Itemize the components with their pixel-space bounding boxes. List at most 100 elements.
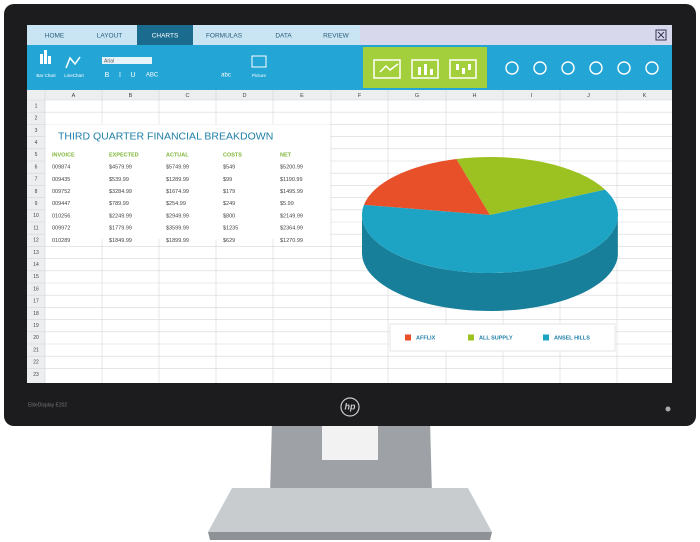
legend-label: ANSEL HILLS — [554, 335, 590, 341]
toolbar-label[interactable]: Arial — [104, 58, 114, 64]
row-header[interactable]: 4 — [35, 140, 38, 146]
column-header[interactable]: F — [358, 93, 362, 99]
table-cell: $179 — [223, 189, 235, 195]
toolbar-icon[interactable] — [533, 61, 547, 75]
row-header[interactable]: 5 — [35, 152, 38, 158]
column-header[interactable]: E — [300, 93, 304, 99]
toolbar-label[interactable]: B — [105, 72, 110, 79]
power-button[interactable] — [665, 406, 671, 412]
row-header[interactable]: 23 — [33, 372, 39, 378]
table-cell: $1289.99 — [166, 177, 189, 183]
table-cell: $539.99 — [109, 177, 129, 183]
row-header[interactable]: 20 — [33, 335, 39, 341]
column-header[interactable]: B — [129, 93, 133, 99]
chart-button[interactable] — [373, 59, 401, 79]
table-cell: $5.99 — [280, 201, 294, 207]
table-cell: $5749.99 — [166, 165, 189, 171]
chart-button-icon — [424, 64, 427, 75]
row-header[interactable]: 15 — [33, 274, 39, 280]
tab[interactable]: FORMULAS — [206, 33, 243, 40]
toolbar-label[interactable]: U — [130, 72, 135, 79]
toolbar-icon[interactable] — [589, 61, 603, 75]
tab[interactable]: DATA — [275, 33, 292, 40]
row-header[interactable]: 10 — [33, 213, 39, 219]
table-cell: 009874 — [52, 165, 70, 171]
table-cell: $254.99 — [166, 201, 186, 207]
toolbar-label[interactable]: I — [119, 72, 121, 79]
table-header: COSTS — [223, 152, 242, 158]
row-header[interactable]: 11 — [33, 225, 38, 231]
row-header[interactable]: 8 — [35, 189, 38, 195]
column-header[interactable]: C — [186, 93, 190, 99]
toolbar-label[interactable]: Bar Chart — [36, 73, 56, 78]
toolbar-icon[interactable] — [645, 61, 659, 75]
row-header[interactable]: 13 — [33, 250, 39, 256]
sheet-title: THIRD QUARTER FINANCIAL BREAKDOWN — [58, 130, 273, 142]
row-header[interactable]: 9 — [35, 201, 38, 207]
column-header[interactable]: D — [243, 93, 247, 99]
row-header[interactable]: 18 — [33, 311, 39, 317]
tab[interactable]: LAYOUT — [97, 33, 123, 40]
column-header[interactable]: I — [531, 93, 533, 99]
row-header[interactable]: 16 — [33, 286, 39, 292]
table-cell: $2364.99 — [280, 226, 303, 232]
column-header[interactable]: A — [72, 93, 76, 99]
toolbar-label[interactable]: LineChart — [64, 73, 84, 78]
tab[interactable]: CHARTS — [152, 33, 179, 40]
table-header: INVOICE — [52, 152, 75, 158]
column-header[interactable]: H — [473, 93, 477, 99]
tab[interactable]: HOME — [45, 33, 65, 40]
tab[interactable]: REVIEW — [323, 33, 350, 40]
row-header[interactable]: 3 — [35, 128, 38, 134]
toolbar-icon[interactable] — [505, 61, 519, 75]
table-cell: 009435 — [52, 177, 70, 183]
row-header[interactable]: 14 — [33, 262, 39, 268]
pie-slice[interactable] — [456, 157, 606, 215]
picture-icon — [251, 55, 267, 68]
table-cell: $1235 — [223, 226, 238, 232]
table-cell: $2149.99 — [280, 213, 303, 219]
table-cell: $5200.99 — [280, 165, 303, 171]
column-header[interactable]: G — [415, 93, 419, 99]
close-button[interactable] — [655, 29, 667, 41]
font-box — [102, 57, 152, 64]
row-header[interactable]: 2 — [35, 116, 38, 122]
table-panel — [45, 124, 331, 240]
table-cell: $1190.99 — [280, 177, 303, 183]
table-cell: $1495.99 — [280, 189, 303, 195]
toolbar-icon[interactable] — [617, 61, 631, 75]
column-header[interactable]: J — [587, 93, 590, 99]
row-header[interactable]: 12 — [33, 238, 39, 244]
chart-button-icon — [430, 69, 433, 75]
chart-button-icon — [418, 67, 421, 75]
pie-slice[interactable] — [362, 189, 619, 273]
legend-box — [389, 323, 616, 352]
row-header[interactable]: 6 — [35, 164, 38, 170]
table-cell: $629 — [223, 238, 235, 244]
row-header-bar — [27, 90, 45, 383]
toolbar-icon[interactable] — [561, 61, 575, 75]
toolbar-label[interactable]: Picture — [252, 73, 267, 78]
table-cell: $1270.99 — [280, 238, 303, 244]
model-label: EliteDisplay E202 — [28, 402, 67, 408]
row-header[interactable]: 19 — [33, 323, 39, 329]
table-cell: $2949.99 — [166, 213, 189, 219]
row-header[interactable]: 7 — [35, 177, 38, 183]
table-cell: $4579.99 — [109, 165, 132, 171]
toolbar-label[interactable]: abc — [221, 73, 231, 79]
table-header: ACTUAL — [166, 152, 189, 158]
chart-button[interactable] — [449, 59, 477, 79]
pie-slice[interactable] — [363, 159, 490, 215]
legend-swatch — [543, 334, 549, 341]
logo: hp — [345, 401, 356, 411]
row-header[interactable]: 21 — [33, 347, 39, 353]
chart-button-icon — [379, 63, 399, 73]
table-cell: $2249.99 — [109, 213, 132, 219]
row-header[interactable]: 22 — [33, 360, 39, 366]
column-header[interactable]: K — [643, 93, 647, 99]
row-header[interactable]: 1 — [35, 103, 38, 109]
toolbar-label[interactable]: ABC — [146, 73, 159, 79]
row-header[interactable]: 17 — [33, 299, 39, 305]
table-header: EXPECTED — [109, 152, 139, 158]
chart-button[interactable] — [411, 59, 439, 79]
